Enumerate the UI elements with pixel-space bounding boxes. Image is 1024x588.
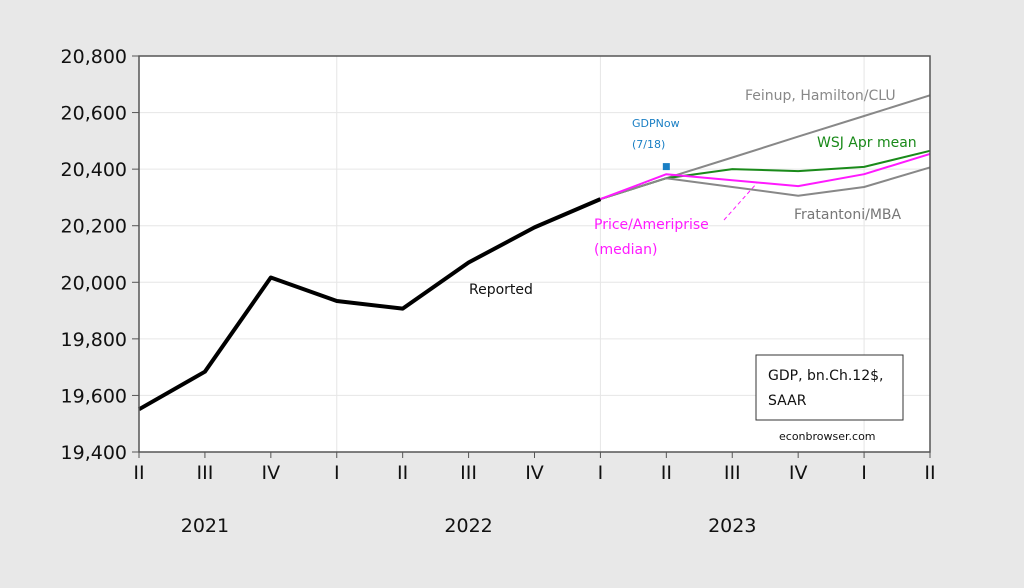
year-label: 2021 [181, 515, 229, 537]
x-tick-label: II [924, 462, 935, 484]
year-label: 2022 [444, 515, 492, 537]
x-tick-label: II [397, 462, 408, 484]
label-gdpnow-1: GDPNow [632, 117, 680, 130]
series-lines [138, 94, 931, 412]
series-line-reported [138, 197, 602, 412]
x-tick-label: III [460, 462, 477, 484]
year-label: 2023 [708, 515, 756, 537]
y-tick-label: 19,400 [61, 442, 127, 464]
axes: 19,400 19,600 19,800 20,000 20,200 20,400 20,6… [61, 46, 936, 537]
gdpnow-point [662, 163, 670, 171]
y-tick-label: 19,600 [61, 385, 127, 407]
y-tick-label: 20,800 [61, 46, 127, 68]
series-line-fratantoni-mba [600, 166, 931, 201]
x-tick-label: IV [262, 462, 281, 484]
x-tick-label: IV [525, 462, 544, 484]
legend-box [755, 354, 904, 421]
y-tick-label: 20,000 [61, 272, 127, 294]
y-tick-label: 20,600 [61, 103, 127, 125]
label-feinup: Feinup, Hamilton/CLU [745, 88, 896, 104]
label-fratantoni: Fratantoni/MBA [794, 207, 902, 223]
legend-box-line2: SAAR [768, 393, 807, 409]
label-gdpnow-2: (7/18) [632, 138, 665, 151]
x-tick-label: II [661, 462, 672, 484]
x-tick-label: I [334, 462, 340, 484]
x-tick-label: II [133, 462, 144, 484]
x-tick-label: III [724, 462, 741, 484]
label-price-1: Price/Ameriprise [594, 217, 709, 233]
y-tick-label: 20,400 [61, 159, 127, 181]
x-tick-label: I [598, 462, 604, 484]
y-tick-label: 19,800 [61, 329, 127, 351]
x-tick-label: III [197, 462, 214, 484]
label-wsj: WSJ Apr mean [817, 135, 917, 151]
legend-box-line1: GDP, bn.Ch.12$, [768, 368, 883, 384]
price-leader-line [723, 182, 758, 221]
x-tick-label: IV [789, 462, 808, 484]
y-tick-label: 20,200 [61, 216, 127, 238]
label-reported: Reported [469, 282, 533, 298]
series-line-price-ameriprise-median [600, 152, 931, 201]
label-price-2: (median) [594, 242, 657, 258]
x-tick-label: I [861, 462, 867, 484]
source-label: econbrowser.com [779, 430, 876, 443]
